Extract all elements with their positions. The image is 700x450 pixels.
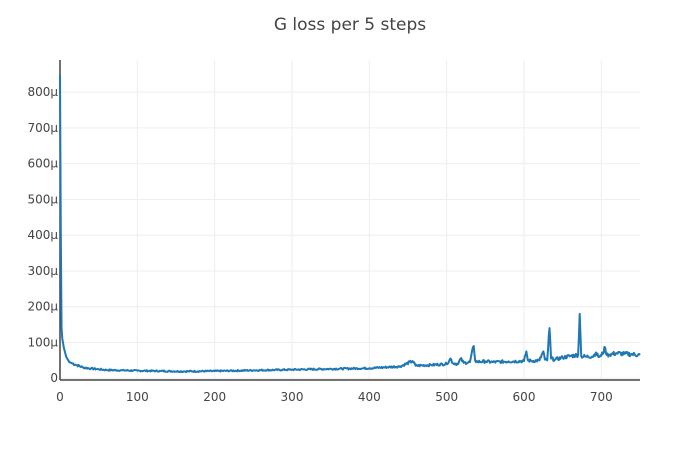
y-tick-label: 800μ <box>27 85 58 99</box>
y-tick-label: 400μ <box>27 228 58 242</box>
chart-title: G loss per 5 steps <box>274 15 426 35</box>
x-tick-label: 600 <box>513 390 536 404</box>
x-tick-label: 100 <box>126 390 149 404</box>
grid-layer <box>60 60 640 380</box>
x-tick-label: 700 <box>590 390 613 404</box>
series-layer <box>59 74 641 374</box>
y-tick-label: 200μ <box>27 300 58 314</box>
y-tick-label: 100μ <box>27 335 58 349</box>
x-tick-label: 300 <box>281 390 304 404</box>
x-tick-label: 500 <box>435 390 458 404</box>
y-tick-label: 600μ <box>27 157 58 171</box>
x-tick-label: 200 <box>203 390 226 404</box>
y-tick-label: 700μ <box>27 121 58 135</box>
y-tick-label: 300μ <box>27 264 58 278</box>
series-line <box>59 74 641 374</box>
y-tick-label: 500μ <box>27 192 58 206</box>
x-tick-label: 0 <box>56 390 64 404</box>
x-tick-label: 400 <box>358 390 381 404</box>
tick-layer: 0 100 200 300 400 500 600 700 0 100μ 200μ 300μ 400μ 5… <box>27 85 612 404</box>
y-tick-label: 0 <box>50 371 58 385</box>
